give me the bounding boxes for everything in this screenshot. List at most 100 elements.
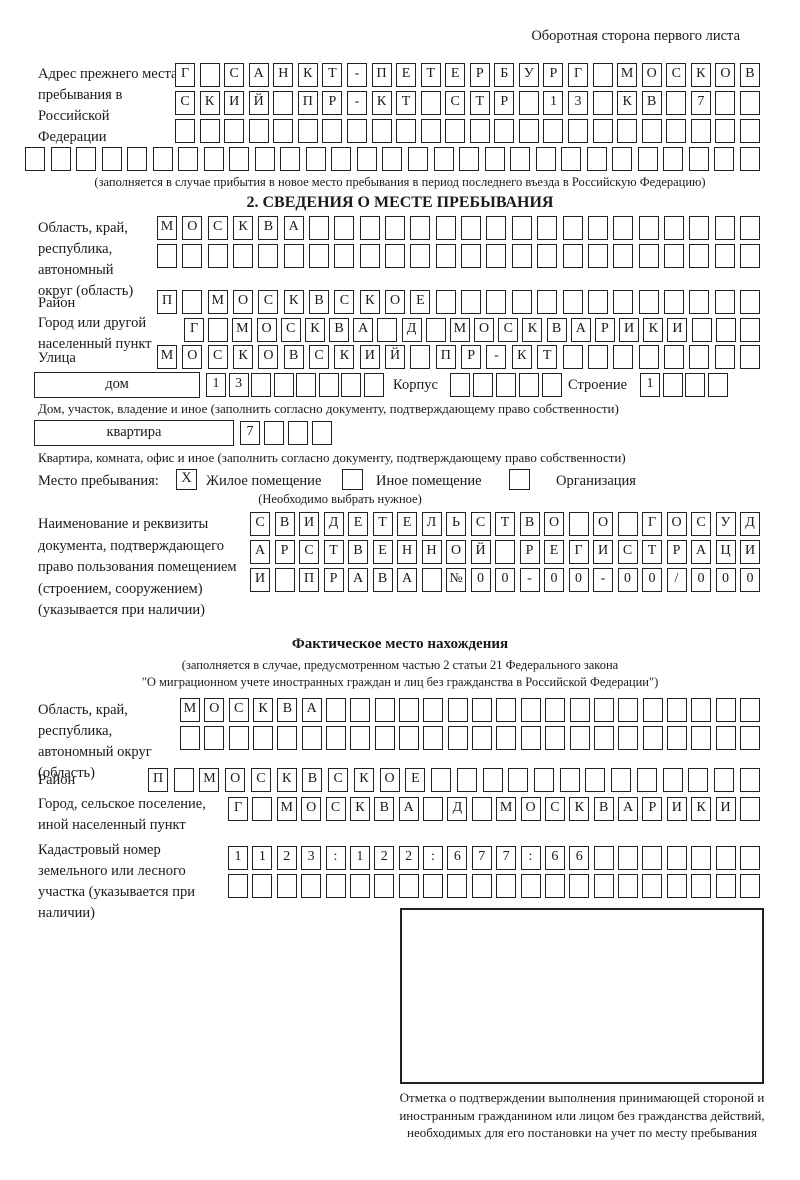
char-cell: О (385, 290, 406, 314)
checkbox-inoe[interactable] (342, 469, 363, 490)
char-cell: № (446, 568, 466, 592)
char-cell: М (157, 216, 177, 240)
checkbox-organizatsiya[interactable] (509, 469, 530, 490)
char-cell: Е (396, 63, 417, 87)
char-cell (617, 119, 638, 143)
char-cell: Г (568, 540, 589, 564)
char-cell (204, 726, 225, 750)
char-cell (520, 874, 541, 898)
char-cell: Т (323, 540, 344, 564)
char-cell (715, 874, 736, 898)
char-cell: С (224, 63, 245, 87)
char-cell: С (258, 290, 279, 314)
char-cell (562, 290, 583, 314)
char-cell: 6 (447, 846, 468, 870)
char-cell (473, 373, 493, 397)
char-cell: М (276, 797, 297, 821)
char-cell (663, 147, 684, 171)
s2-ulitsa-label: Улица (38, 350, 76, 366)
doc-line3[interactable]: И П Р А В А № 0 0-0 0-0 0/0 0 0 (250, 568, 760, 592)
char-cell: Р (519, 540, 540, 564)
char-cell (544, 874, 565, 898)
char-cell (496, 726, 517, 750)
korpus-cells[interactable] (450, 373, 562, 397)
char-cell: 0 (740, 568, 760, 592)
char-cell (461, 244, 482, 268)
char-cell: М (199, 768, 220, 792)
option-organizatsiya-label: Организация (556, 473, 636, 489)
char-cell (592, 91, 613, 115)
char-cell (396, 119, 417, 143)
char-cell (410, 345, 431, 369)
char-cell (224, 119, 245, 143)
char-cell: И (250, 568, 270, 592)
char-cell (423, 698, 444, 722)
char-cell: Т (642, 540, 662, 564)
char-cell (301, 726, 322, 750)
char-cell: М (157, 345, 177, 369)
char-cell (562, 244, 583, 268)
char-cell: К (304, 318, 325, 342)
char-cell (714, 290, 735, 314)
char-cell: Н (421, 540, 442, 564)
char-cell (689, 290, 710, 314)
char-cell (537, 216, 558, 240)
fact-oblast-line2[interactable] (180, 726, 760, 750)
prev-address-line3[interactable] (175, 119, 760, 143)
checkbox-zhiloe[interactable]: X (176, 469, 197, 490)
prev-address-line4[interactable] (25, 147, 760, 171)
char-cell (739, 147, 760, 171)
char-cell (714, 244, 735, 268)
char-cell (450, 373, 470, 397)
char-cell: В (277, 698, 298, 722)
char-cell (425, 318, 446, 342)
char-cell (182, 244, 203, 268)
char-cell: Р (323, 568, 344, 592)
char-cell: М (180, 698, 200, 722)
char-cell: К (690, 63, 711, 87)
fact-kadastr-line2[interactable] (228, 874, 760, 898)
char-cell (688, 147, 709, 171)
char-cell (715, 846, 736, 870)
char-cell (350, 698, 371, 722)
fact-gorod-label: Город, сельское поселение, иной населенн… (38, 796, 206, 833)
char-cell (562, 216, 583, 240)
char-cell: 1 (228, 846, 248, 870)
char-cell: 6 (569, 846, 590, 870)
char-cell (537, 290, 558, 314)
char-cell (484, 147, 505, 171)
char-cell (585, 768, 606, 792)
char-cell (334, 244, 355, 268)
char-cell (496, 698, 517, 722)
char-cell (101, 147, 122, 171)
char-cell: П (157, 290, 177, 314)
char-cell: В (329, 318, 350, 342)
char-cell (739, 290, 760, 314)
char-cell: Г (184, 318, 204, 342)
stroenie-cells[interactable]: 1 (640, 373, 728, 397)
kvartira-cells[interactable]: 7 (240, 421, 332, 445)
char-cell: И (740, 540, 760, 564)
char-cell (346, 119, 367, 143)
char-cell: С (666, 63, 687, 87)
char-cell (715, 119, 736, 143)
char-cell (662, 768, 683, 792)
char-cell (178, 147, 199, 171)
char-cell: 7 (690, 91, 711, 115)
char-cell (691, 846, 712, 870)
s2-oblast-line2[interactable] (157, 244, 760, 268)
